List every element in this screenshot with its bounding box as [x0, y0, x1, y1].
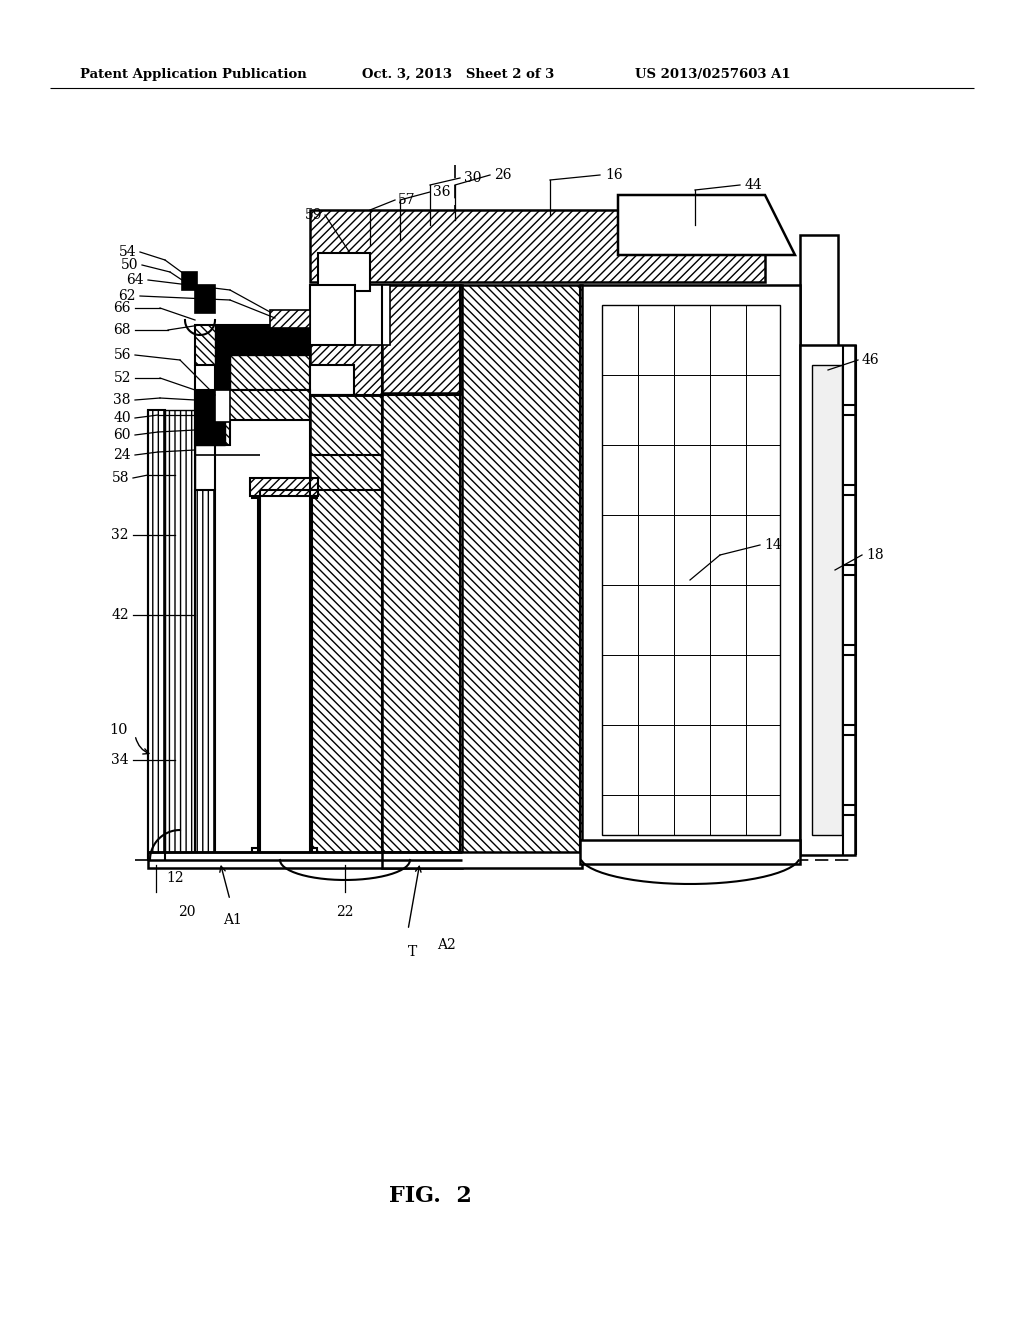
Text: 34: 34 — [112, 752, 129, 767]
Text: 66: 66 — [114, 301, 131, 315]
Text: US 2013/0257603 A1: US 2013/0257603 A1 — [635, 69, 791, 81]
Bar — [310, 285, 355, 345]
Bar — [310, 395, 382, 861]
Bar — [460, 285, 582, 861]
Polygon shape — [618, 195, 795, 255]
Bar — [260, 490, 310, 861]
Text: 52: 52 — [114, 371, 131, 385]
Text: 68: 68 — [114, 323, 131, 337]
Text: 54: 54 — [119, 246, 136, 259]
Text: 46: 46 — [862, 352, 880, 367]
Bar — [580, 285, 800, 855]
Text: 42: 42 — [112, 609, 129, 622]
Text: 44: 44 — [745, 178, 763, 191]
Text: 20: 20 — [178, 906, 196, 919]
Bar — [310, 285, 460, 393]
Text: 40: 40 — [114, 411, 131, 425]
Bar — [182, 272, 197, 290]
Bar — [148, 851, 462, 869]
Text: 59: 59 — [304, 209, 322, 222]
Bar — [215, 389, 230, 422]
Text: Oct. 3, 2013   Sheet 2 of 3: Oct. 3, 2013 Sheet 2 of 3 — [362, 69, 554, 81]
Text: 26: 26 — [494, 168, 512, 182]
Text: 12: 12 — [166, 871, 184, 884]
Text: 57: 57 — [398, 193, 416, 207]
Bar — [800, 235, 838, 576]
Bar — [318, 253, 370, 290]
Text: 14: 14 — [764, 539, 781, 552]
Text: 32: 32 — [112, 528, 129, 543]
Text: A2: A2 — [437, 939, 456, 952]
Bar — [382, 851, 582, 869]
Text: 18: 18 — [866, 548, 884, 562]
Bar — [250, 478, 318, 496]
Bar — [258, 490, 312, 861]
Text: 24: 24 — [114, 447, 131, 462]
Bar — [195, 490, 215, 861]
Bar — [252, 847, 317, 862]
Bar — [330, 285, 390, 345]
Bar — [148, 411, 165, 861]
Text: 36: 36 — [433, 185, 451, 199]
Bar — [310, 210, 765, 282]
Bar — [382, 285, 462, 861]
Text: Patent Application Publication: Patent Application Publication — [80, 69, 307, 81]
Text: FIG.  2: FIG. 2 — [388, 1185, 471, 1206]
Bar — [310, 366, 354, 395]
Text: 22: 22 — [336, 906, 353, 919]
Bar — [812, 366, 842, 836]
Text: 30: 30 — [464, 172, 481, 185]
Polygon shape — [195, 389, 310, 445]
Text: 62: 62 — [119, 289, 136, 304]
Bar — [252, 480, 317, 498]
Text: 58: 58 — [112, 471, 129, 484]
Bar — [195, 285, 215, 313]
Polygon shape — [195, 389, 225, 445]
Bar — [602, 305, 780, 836]
Text: 16: 16 — [605, 168, 623, 182]
Text: 64: 64 — [126, 273, 144, 286]
Polygon shape — [215, 325, 310, 389]
Bar — [270, 310, 310, 327]
Bar — [580, 840, 800, 865]
Bar — [310, 285, 382, 395]
Bar — [800, 345, 855, 855]
Text: 56: 56 — [114, 348, 131, 362]
Text: 60: 60 — [114, 428, 131, 442]
Polygon shape — [195, 325, 310, 389]
Text: A1: A1 — [223, 913, 243, 927]
Bar — [165, 411, 195, 861]
Text: 50: 50 — [121, 257, 138, 272]
Text: 10: 10 — [110, 723, 128, 737]
Text: 38: 38 — [114, 393, 131, 407]
Bar — [260, 490, 310, 861]
Text: T: T — [408, 945, 417, 960]
